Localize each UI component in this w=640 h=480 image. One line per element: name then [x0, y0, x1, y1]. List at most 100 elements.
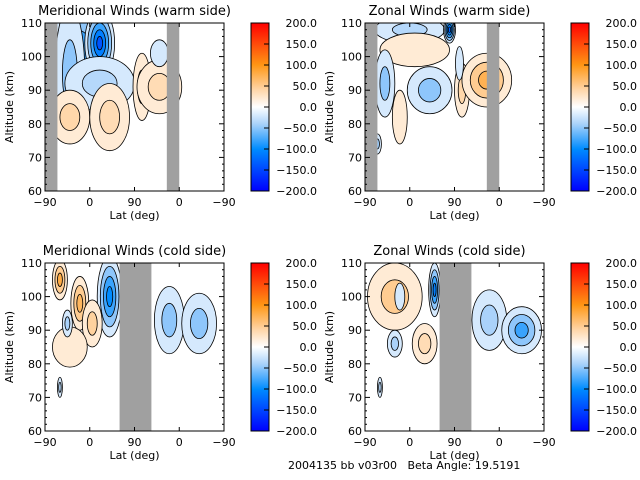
colorbar-tick-label: −200.0 — [276, 425, 317, 438]
chart-title: Meridional Winds (warm side) — [38, 4, 231, 19]
y-tick-label: 60 — [28, 425, 42, 438]
plot-area — [365, 23, 544, 191]
y-tick-label: 110 — [21, 17, 42, 30]
y-tick-label: 90 — [28, 84, 42, 97]
y-tick-label: 70 — [28, 151, 42, 164]
no-data-band — [439, 263, 472, 431]
y-tick-label: 90 — [348, 84, 362, 97]
colorbar-tick-label: 0.0 — [300, 341, 318, 354]
chart-title: Zonal Winds (warm side) — [369, 4, 531, 19]
chart-title: Zonal Winds (cold side) — [373, 244, 525, 259]
no-data-band — [166, 23, 180, 191]
colorbar-tick-label: −200.0 — [596, 185, 637, 198]
y-tick-label: 60 — [28, 185, 42, 198]
plot-area — [365, 263, 544, 431]
y-axis-label: Altitude (km) — [323, 311, 336, 383]
colorbar-tick-label: 150.0 — [286, 278, 318, 291]
contour-region — [59, 103, 81, 131]
y-tick-label: 100 — [21, 291, 42, 304]
chart-panel: 60 70 80 90 100 110 −90 0 90 0 −90 Lat (deg) Altitud… — [323, 4, 637, 222]
no-data-band — [45, 23, 58, 191]
contour-region — [514, 321, 529, 339]
contour-region — [379, 32, 450, 68]
colorbar-tick-label: −50.0 — [603, 362, 637, 375]
contour-region — [99, 99, 120, 135]
colorbar-tick-label: −150.0 — [276, 164, 317, 177]
contour-region — [64, 316, 71, 331]
y-tick-label: 100 — [21, 51, 42, 64]
x-tick-label: −90 — [33, 196, 56, 209]
contour-region — [394, 282, 406, 311]
contour-region — [150, 39, 169, 68]
contour-region — [455, 46, 464, 81]
x-tick-label: 90 — [448, 436, 462, 449]
colorbar-tick-label: −50.0 — [283, 362, 317, 375]
colorbar-tick-label: −100.0 — [276, 383, 317, 396]
y-axis-label: Altitude (km) — [323, 71, 336, 143]
colorbar-tick-label: 0.0 — [620, 341, 638, 354]
contour-region — [390, 336, 399, 351]
chart-panel: 60 70 80 90 100 110 −90 0 90 0 −90 Lat (deg) Altitud… — [3, 244, 317, 462]
contour-region — [379, 66, 391, 101]
run-id: 2004135 bb v03r00 — [288, 459, 397, 472]
y-tick-label: 80 — [28, 358, 42, 371]
x-tick-label: 90 — [128, 196, 142, 209]
y-tick-label: 80 — [348, 358, 362, 371]
x-tick-label: −90 — [212, 436, 235, 449]
y-tick-label: 90 — [28, 324, 42, 337]
contour-region — [480, 304, 499, 336]
chart-panel: 60 70 80 90 100 110 −90 0 90 0 −90 Lat (deg) Altitud… — [323, 244, 637, 462]
contour-region — [58, 381, 62, 393]
colorbar-tick-label: 0.0 — [620, 101, 638, 114]
colorbar-tick-label: 200.0 — [286, 257, 318, 270]
no-data-band — [365, 23, 378, 191]
colorbar-tick-label: −150.0 — [596, 404, 637, 417]
colorbar-tick-label: −100.0 — [276, 143, 317, 156]
contour-region — [57, 272, 63, 287]
chart-panel: 60 70 80 90 100 110 −90 0 90 0 −90 Lat (deg) Altitud… — [3, 4, 318, 222]
contour-region — [418, 333, 432, 355]
y-tick-label: 70 — [348, 151, 362, 164]
colorbar-tick-label: 150.0 — [606, 278, 638, 291]
y-tick-label: 90 — [348, 324, 362, 337]
y-tick-label: 80 — [28, 118, 42, 131]
plot-area — [45, 263, 224, 431]
x-axis-label: Lat (deg) — [430, 449, 480, 462]
footer-text: 2004135 bb v03r00 Beta Angle: 19.5191 — [288, 459, 520, 472]
colorbar-tick-label: 150.0 — [606, 38, 638, 51]
colorbar-tick-label: 50.0 — [293, 320, 318, 333]
x-tick-label: −90 — [532, 196, 555, 209]
colorbar-tick-label: 150.0 — [286, 38, 318, 51]
x-axis-label: Lat (deg) — [430, 209, 480, 222]
colorbar-tick-label: −100.0 — [596, 143, 637, 156]
x-tick-label: −90 — [212, 196, 235, 209]
contour-region — [432, 282, 437, 297]
colorbar-tick-label: 50.0 — [293, 80, 318, 93]
no-data-band — [119, 263, 152, 431]
colorbar-tick-label: 200.0 — [606, 17, 638, 30]
x-tick-label: −90 — [353, 436, 376, 449]
contour-region — [106, 286, 114, 308]
colorbar-tick-label: −200.0 — [276, 185, 317, 198]
x-tick-label: 90 — [128, 436, 142, 449]
colorbar-tick-label: −100.0 — [596, 383, 637, 396]
y-tick-label: 80 — [348, 118, 362, 131]
contour-region — [86, 311, 98, 336]
colorbar-tick-label: 100.0 — [606, 299, 638, 312]
colorbar-tick-label: −50.0 — [283, 122, 317, 135]
contour-region — [418, 78, 442, 103]
x-tick-label: 0 — [176, 436, 183, 449]
colorbar-tick-label: 100.0 — [606, 59, 638, 72]
x-tick-label: −90 — [353, 196, 376, 209]
contour-region — [96, 36, 104, 51]
colorbar-tick-label: 100.0 — [286, 59, 318, 72]
contour-region — [378, 381, 382, 393]
y-tick-label: 100 — [341, 51, 362, 64]
x-tick-label: 0 — [86, 436, 93, 449]
x-tick-label: 0 — [406, 436, 413, 449]
y-tick-label: 70 — [348, 391, 362, 404]
contour-region — [391, 89, 408, 145]
y-tick-label: 70 — [28, 391, 42, 404]
x-tick-label: 0 — [86, 196, 93, 209]
y-axis-label: Altitude (km) — [3, 311, 16, 383]
